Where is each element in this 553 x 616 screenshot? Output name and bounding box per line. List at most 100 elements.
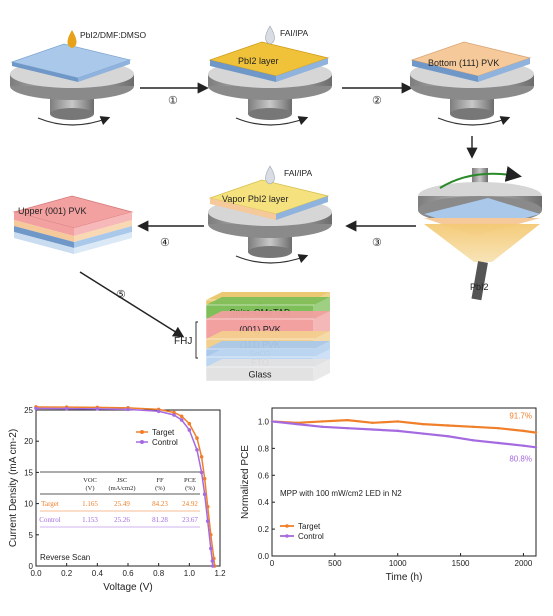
data-point-target (346, 418, 349, 422)
data-point-target (371, 421, 374, 424)
data-point-control (34, 406, 38, 411)
x-axis-label: Voltage (V) (103, 582, 152, 593)
data-point-control (195, 448, 199, 452)
table-cell: Control (39, 516, 60, 524)
spin-coater-3 (410, 41, 534, 126)
y-tick-label: 20 (24, 437, 33, 446)
label-pbi2-source: PbI2 (470, 282, 489, 292)
legend-marker (140, 430, 144, 434)
fhj-label: FHJ (174, 336, 192, 347)
data-point-target (172, 410, 176, 415)
data-point-target (202, 476, 207, 481)
step-5: ⑤ (116, 289, 126, 301)
data-point-target (497, 426, 500, 430)
droplet-icon (265, 165, 275, 185)
data-point-control (346, 426, 349, 430)
step-2: ② (372, 95, 382, 107)
legend-entry: Control (298, 532, 324, 541)
data-point-target (396, 420, 399, 423)
data-point-control (396, 429, 399, 433)
data-point-target (534, 431, 538, 434)
label-vapor-pbi2: Vapor PbI2 layer (222, 194, 288, 204)
label-fai-ipa-1: FAI/IPA (280, 28, 309, 38)
data-point-control (270, 420, 274, 423)
table-cell: 1.153 (82, 516, 98, 524)
x-tick-label: 2000 (515, 559, 533, 568)
label-pbi2-layer: PbI2 layer (238, 56, 279, 66)
data-point-control (522, 444, 525, 447)
data-point-control (126, 407, 130, 412)
table-cell: 1.165 (82, 500, 98, 508)
y-tick-label: 0.6 (258, 471, 270, 480)
data-point-control (205, 519, 210, 523)
data-point-target (179, 414, 184, 419)
vapor-deposition-apparatus (418, 166, 542, 301)
data-point-target (321, 420, 324, 423)
layer-top-5 (206, 349, 330, 357)
data-point-control (471, 439, 475, 442)
table-header: JSC (117, 477, 127, 484)
y-axis-label: Normalized PCE (240, 445, 251, 519)
y-tick-label: 0.4 (258, 498, 270, 507)
device-stack: AuSpiro-OMeTAD(001) PVK(111) PVKSnO2FTOG… (205, 292, 330, 382)
legend-entry: Target (298, 522, 321, 531)
spin-coater-1 (10, 43, 134, 126)
legend-marker (285, 524, 289, 528)
x-tick-label: 1500 (452, 559, 470, 568)
x-tick-label: 0.6 (122, 569, 134, 578)
data-point-control (187, 428, 192, 432)
legend-entry: Target (152, 428, 175, 437)
jv-chart: 0.0 0.2 0.4 0.6 0.8 1.0 1.2 0 5 10 15 20 25 Voltage (… (8, 405, 226, 593)
end-label: 80.8% (509, 454, 532, 463)
data-point-target (471, 425, 475, 429)
data-point-control (199, 470, 204, 475)
legend-entry: Control (152, 438, 178, 447)
x-tick-label: 0.4 (92, 569, 104, 578)
y-tick-label: 10 (24, 500, 33, 509)
stability-chart: 0 500 1000 1500 2000 0.0 0.2 0.4 0.6 0.8 1.0 Time (… (240, 407, 538, 583)
data-point-target (195, 436, 199, 440)
y-tick-label: 5 (29, 531, 34, 540)
data-point-control (202, 492, 207, 497)
data-point-control (210, 564, 215, 568)
data-point-control (321, 425, 324, 429)
x-tick-label: 0 (270, 559, 275, 568)
y-tick-label: 0.0 (258, 552, 270, 561)
layer-top-4 (206, 341, 330, 349)
x-tick-label: 0.2 (61, 569, 73, 578)
table-header-unit: (%) (185, 485, 195, 492)
label-upper-pvk: Upper (001) PVK (18, 206, 87, 216)
data-point-control (179, 418, 184, 422)
x-tick-label: 0.0 (30, 569, 42, 578)
x-tick-label: 1000 (389, 559, 407, 568)
series-line-target (271, 419, 537, 434)
y-tick-label: 25 (24, 406, 33, 415)
layer-top-1 (206, 297, 330, 305)
legend-marker (285, 534, 289, 538)
table-header: VOC (83, 477, 97, 484)
table-header-unit: (mA/cm2) (108, 485, 135, 492)
data-point-control (295, 422, 299, 426)
upper-pvk-stack (12, 195, 134, 254)
y-tick-label: 1.0 (258, 417, 270, 426)
y-tick-label: 15 (24, 468, 33, 477)
label-pbi2-dmf: PbI2/DMF:DMSO (80, 30, 147, 40)
step-3: ③ (372, 237, 382, 249)
label-fai-ipa-2: FAI/IPA (284, 168, 313, 178)
data-point-control (497, 441, 500, 445)
annotation: MPP with 100 mW/cm2 LED in N2 (280, 489, 402, 498)
step-4: ④ (160, 237, 170, 249)
table-cell: 25.49 (114, 500, 130, 508)
table-cell: 81.28 (152, 516, 168, 524)
series-line-control (271, 420, 537, 449)
x-tick-label: 1.2 (214, 569, 226, 578)
annotation: Reverse Scan (40, 553, 90, 562)
layer-side-6 (314, 359, 330, 381)
layer-label: Glass (248, 370, 272, 380)
x-tick-label: 500 (328, 559, 342, 568)
y-tick-label: 0.8 (258, 444, 270, 453)
table-cell: Target (41, 500, 59, 508)
label-bottom-pvk: Bottom (111) PVK (428, 58, 499, 68)
y-tick-label: 0 (29, 562, 34, 571)
data-point-control (95, 407, 100, 411)
